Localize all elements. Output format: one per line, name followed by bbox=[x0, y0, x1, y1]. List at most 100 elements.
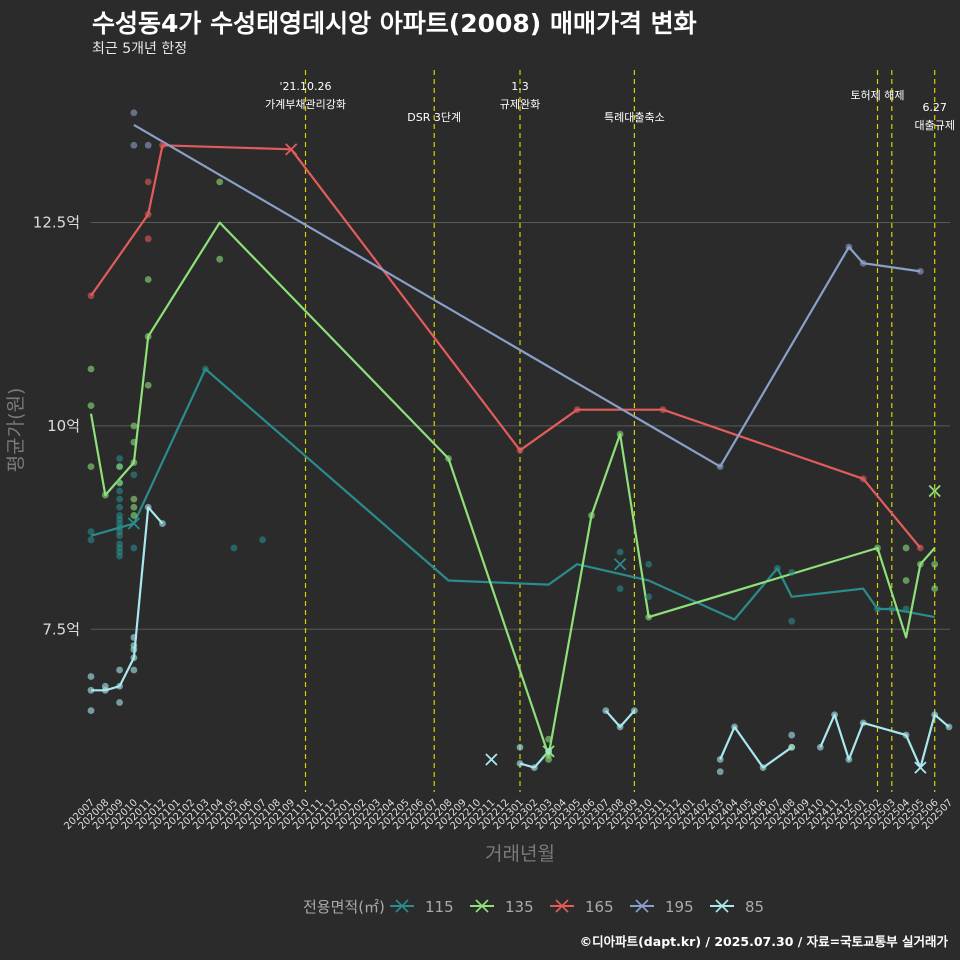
data-point-115 bbox=[130, 471, 138, 479]
data-point-85 bbox=[602, 707, 610, 715]
data-point-85 bbox=[816, 743, 824, 751]
data-point-135 bbox=[902, 577, 910, 584]
event-label: 6.27 bbox=[922, 101, 947, 114]
data-point-85 bbox=[130, 666, 138, 674]
data-point-85 bbox=[716, 768, 724, 776]
legend-label: 115 bbox=[425, 898, 454, 916]
series-line-85 bbox=[719, 725, 793, 769]
event-label: 토허제 해제 bbox=[850, 88, 904, 102]
data-point-85 bbox=[516, 743, 524, 751]
data-point-135 bbox=[116, 463, 123, 471]
legend-layer: 전용면적(㎡) 115 135 165 195 85 bbox=[303, 898, 764, 916]
series-line-115 bbox=[90, 367, 935, 621]
data-point-135 bbox=[87, 365, 95, 373]
data-point-85 bbox=[716, 756, 724, 763]
data-point-135 bbox=[588, 512, 595, 519]
cross-mark-165 bbox=[285, 143, 298, 156]
series-line-195 bbox=[133, 123, 921, 468]
data-point-115 bbox=[116, 455, 123, 462]
data-point-135 bbox=[116, 479, 123, 487]
series-line-165 bbox=[90, 144, 922, 549]
data-point-195 bbox=[859, 259, 867, 267]
legend-label: 195 bbox=[665, 898, 694, 916]
data-point-135 bbox=[545, 735, 552, 743]
cross-mark-135 bbox=[928, 484, 941, 498]
point-layer bbox=[87, 109, 953, 776]
line-layer bbox=[89, 123, 950, 769]
data-point-85 bbox=[116, 666, 123, 674]
data-point-165 bbox=[144, 178, 152, 186]
data-point-135 bbox=[917, 560, 924, 568]
data-point-115 bbox=[202, 365, 209, 373]
data-point-115 bbox=[874, 605, 881, 613]
data-point-135 bbox=[130, 512, 138, 519]
legend-key-cross bbox=[475, 899, 489, 913]
event-label: 규제완화 bbox=[500, 98, 540, 111]
event-label: 1.3 bbox=[511, 80, 529, 93]
data-point-115 bbox=[116, 495, 123, 503]
data-point-115 bbox=[87, 528, 95, 536]
data-point-115 bbox=[645, 593, 653, 601]
data-point-135 bbox=[130, 503, 138, 511]
data-point-115 bbox=[788, 617, 796, 625]
data-point-85 bbox=[530, 764, 538, 771]
data-point-115 bbox=[645, 560, 653, 568]
data-point-135 bbox=[216, 178, 224, 186]
event-label: DSR 3단계 bbox=[407, 111, 461, 124]
data-point-115 bbox=[116, 540, 123, 548]
data-point-85 bbox=[144, 503, 152, 511]
event-label: 특례대출축소 bbox=[604, 111, 665, 124]
data-point-135 bbox=[130, 495, 138, 503]
data-point-85 bbox=[116, 682, 123, 690]
y-tick-label: 12.5억 bbox=[33, 214, 80, 232]
data-point-115 bbox=[616, 548, 624, 556]
data-point-85 bbox=[731, 723, 738, 731]
legend-label: 135 bbox=[505, 898, 534, 916]
data-point-85 bbox=[631, 707, 638, 715]
legend-key-cross bbox=[715, 899, 729, 913]
data-point-195 bbox=[716, 463, 724, 471]
data-point-115 bbox=[116, 512, 123, 519]
data-point-85 bbox=[130, 634, 138, 641]
data-point-85 bbox=[616, 723, 624, 731]
event-label: 대출규제 bbox=[914, 119, 954, 132]
x-axis-title: 거래년월 bbox=[485, 843, 555, 865]
data-point-85 bbox=[159, 520, 166, 527]
data-point-165 bbox=[87, 292, 95, 300]
data-point-135 bbox=[144, 276, 152, 283]
data-point-85 bbox=[116, 699, 123, 706]
data-point-85 bbox=[87, 673, 95, 680]
data-point-195 bbox=[130, 109, 138, 117]
data-point-135 bbox=[931, 585, 939, 593]
data-point-115 bbox=[616, 585, 624, 593]
data-point-165 bbox=[159, 141, 166, 149]
data-point-85 bbox=[87, 686, 95, 694]
data-point-115 bbox=[774, 564, 781, 572]
data-point-85 bbox=[130, 642, 138, 649]
data-point-115 bbox=[130, 544, 138, 552]
data-point-115 bbox=[87, 536, 95, 544]
data-point-165 bbox=[144, 211, 152, 218]
data-point-85 bbox=[545, 747, 552, 755]
data-point-115 bbox=[902, 605, 910, 613]
data-point-135 bbox=[87, 402, 95, 409]
legend-key-cross bbox=[635, 899, 649, 913]
data-point-115 bbox=[259, 536, 266, 544]
data-point-115 bbox=[230, 544, 238, 552]
axis-layer: 7.5억10억12.5억2020072020082020092020102020… bbox=[5, 214, 955, 865]
cross-mark-115 bbox=[127, 517, 141, 530]
data-point-115 bbox=[116, 503, 123, 511]
source-caption: ©디아파트(dapt.kr) / 2025.07.30 / 자료=국토교통부 실… bbox=[579, 934, 948, 949]
data-point-85 bbox=[931, 711, 939, 719]
data-point-135 bbox=[874, 544, 881, 552]
event-label: 가계부채관리강화 bbox=[265, 98, 346, 111]
y-axis-title: 평균가(원) bbox=[5, 388, 27, 473]
event-label: '21.10.26 bbox=[279, 80, 331, 93]
data-point-195 bbox=[130, 141, 138, 149]
data-point-85 bbox=[831, 711, 838, 719]
data-point-135 bbox=[130, 438, 138, 446]
data-point-195 bbox=[917, 267, 924, 275]
cross-mark-115 bbox=[613, 558, 627, 571]
